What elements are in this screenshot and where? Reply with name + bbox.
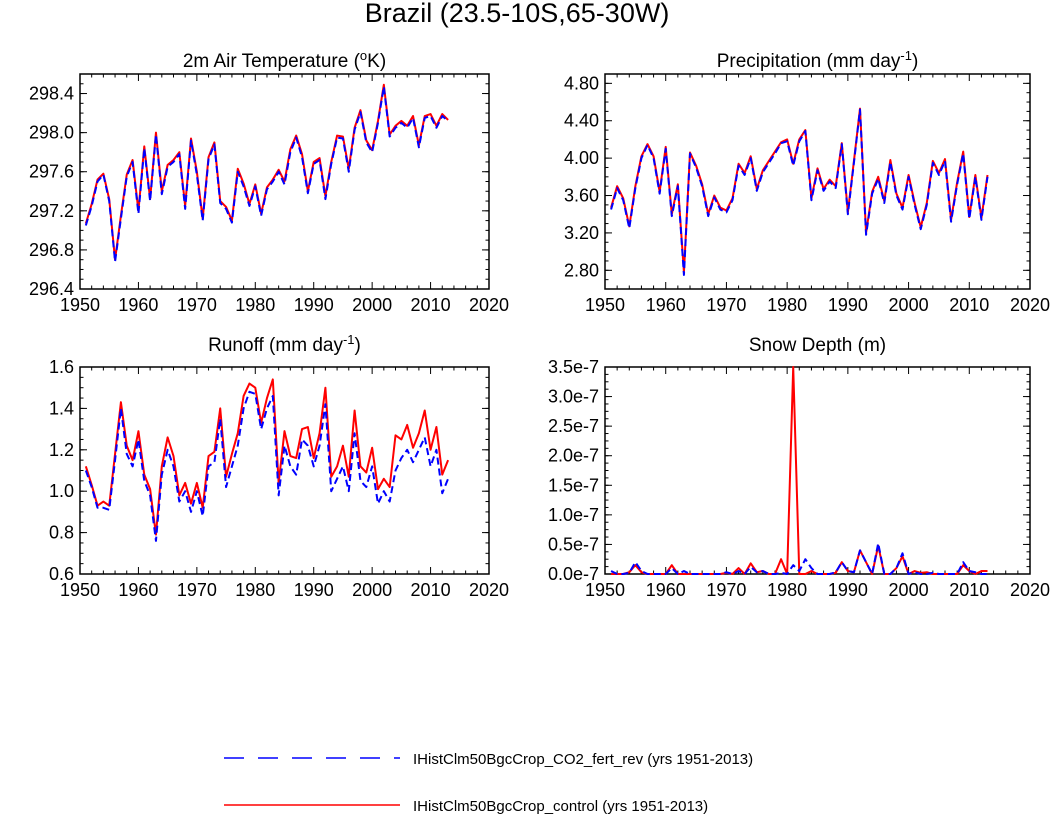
y-tick-label: 298.4: [29, 84, 74, 104]
x-tick-label: 2000: [889, 295, 929, 315]
y-tick-label: 3.60: [564, 186, 599, 206]
y-tick-label: 298.0: [29, 123, 74, 143]
x-tick-label: 2020: [1010, 580, 1050, 600]
x-tick-label: 1980: [767, 295, 807, 315]
x-tick-label: 2000: [352, 295, 392, 315]
x-tick-label: 1970: [706, 295, 746, 315]
series-line-co2-fert-rev: [610, 542, 988, 575]
y-tick-label: 3.5e-7: [548, 357, 599, 377]
x-tick-label: 2010: [949, 580, 989, 600]
panel-title: 2m Air Temperature (oK): [183, 48, 386, 72]
y-tick-label: 4.80: [564, 73, 599, 93]
x-tick-label: 1950: [585, 580, 625, 600]
x-tick-label: 1990: [828, 580, 868, 600]
legend-label: IHistClm50BgcCrop_control (yrs 1951-2013…: [413, 798, 708, 815]
y-tick-label: 1.0: [49, 481, 74, 501]
y-tick-label: 3.0e-7: [548, 387, 599, 407]
y-tick-label: 297.6: [29, 162, 74, 182]
legend-label: IHistClm50BgcCrop_CO2_fert_rev (yrs 1951…: [413, 751, 753, 768]
x-tick-label: 2020: [469, 580, 509, 600]
plot-frame: [79, 366, 490, 575]
figure-title: Brazil (23.5-10S,65-30W): [365, 0, 670, 28]
x-tick-label: 2010: [949, 295, 989, 315]
y-tick-label: 296.8: [29, 240, 74, 260]
x-tick-label: 1980: [767, 580, 807, 600]
legend: IHistClm50BgcCrop_CO2_fert_rev (yrs 1951…: [224, 751, 753, 815]
y-tick-label: 0.5e-7: [548, 534, 599, 554]
series-line-control: [610, 107, 989, 274]
x-tick-label: 2000: [352, 580, 392, 600]
x-tick-label: 1990: [294, 295, 334, 315]
x-tick-label: 1970: [706, 580, 746, 600]
y-tick-label: 1.5e-7: [548, 475, 599, 495]
y-tick-label: 3.20: [564, 223, 599, 243]
panel-title-main: Runoff (mm day: [208, 335, 343, 356]
series-line-co2-fert-rev: [84, 390, 450, 542]
y-tick-label: 0.6: [49, 564, 74, 584]
plot-frame: [604, 366, 1031, 575]
x-tick-label: 1950: [585, 295, 625, 315]
panel-title: Runoff (mm day-1): [208, 332, 361, 356]
y-tick-label: 2.5e-7: [548, 416, 599, 436]
y-tick-label: 0.0e-7: [548, 564, 599, 584]
y-tick-label: 2.0e-7: [548, 446, 599, 466]
series-group: [610, 366, 988, 575]
y-tick-label: 296.4: [29, 279, 74, 299]
x-tick-label: 1970: [177, 580, 217, 600]
panel-title-sup: -1: [343, 332, 355, 347]
y-tick-label: 1.2: [49, 440, 74, 460]
x-tick-label: 1950: [60, 580, 100, 600]
panel-title-main: Snow Depth (m): [749, 335, 886, 356]
series-line-control: [84, 83, 449, 261]
panel-title-tail: K): [367, 51, 386, 72]
x-tick-label: 1980: [235, 580, 275, 600]
y-tick-label: 0.8: [49, 523, 74, 543]
y-tick-label: 1.4: [49, 398, 74, 418]
y-tick-label: 2.80: [564, 260, 599, 280]
series-group: [610, 107, 989, 276]
panel-4: Snow Depth (m) 1950 1960 1970 1980 1990 2000 20…: [548, 335, 1050, 600]
x-tick-label: 1960: [118, 295, 158, 315]
x-tick-label: 1960: [646, 580, 686, 600]
y-tick-label: 4.00: [564, 148, 599, 168]
x-tick-label: 2020: [469, 295, 509, 315]
x-tick-label: 2010: [411, 295, 451, 315]
x-tick-label: 2010: [411, 580, 451, 600]
x-tick-label: 1960: [646, 295, 686, 315]
panel-2: Precipitation (mm day-1) 1950 1960 1970 1980…: [564, 48, 1050, 315]
y-tick-label: 297.2: [29, 201, 74, 221]
panel-title: Precipitation (mm day-1): [717, 48, 919, 72]
panel-title-tail: ): [912, 51, 918, 72]
series-group: [84, 378, 450, 542]
y-tick-label: 4.40: [564, 111, 599, 131]
panel-title: Snow Depth (m): [749, 335, 886, 356]
x-tick-label: 1990: [828, 295, 868, 315]
x-tick-label: 1970: [177, 295, 217, 315]
x-tick-label: 2000: [889, 580, 929, 600]
y-tick-label: 1.0e-7: [548, 505, 599, 525]
x-tick-label: 1980: [235, 295, 275, 315]
series-line-co2-fert-rev: [610, 108, 989, 276]
x-tick-label: 1960: [118, 580, 158, 600]
series-line-co2-fert-rev: [84, 85, 449, 263]
panel-title-sup: o: [360, 48, 367, 63]
x-tick-label: 2020: [1010, 295, 1050, 315]
panel-title-tail: ): [355, 335, 361, 356]
series-line-control: [611, 366, 988, 575]
plot-frame: [604, 73, 1031, 290]
panel-title-main: 2m Air Temperature (: [183, 51, 361, 72]
series-group: [84, 83, 449, 263]
y-tick-label: 1.6: [49, 357, 74, 377]
x-tick-label: 1990: [294, 580, 334, 600]
panel-title-sup: -1: [900, 48, 912, 63]
x-tick-label: 1950: [60, 295, 100, 315]
panel-title-main: Precipitation (mm day: [717, 51, 901, 72]
series-line-control: [84, 378, 450, 536]
panel-3: Runoff (mm day-1) 1950 1960 1970 1980 1990 200…: [49, 332, 509, 600]
panel-1: 2m Air Temperature (oK) 1950 1960 1970 1980 1…: [29, 48, 509, 315]
